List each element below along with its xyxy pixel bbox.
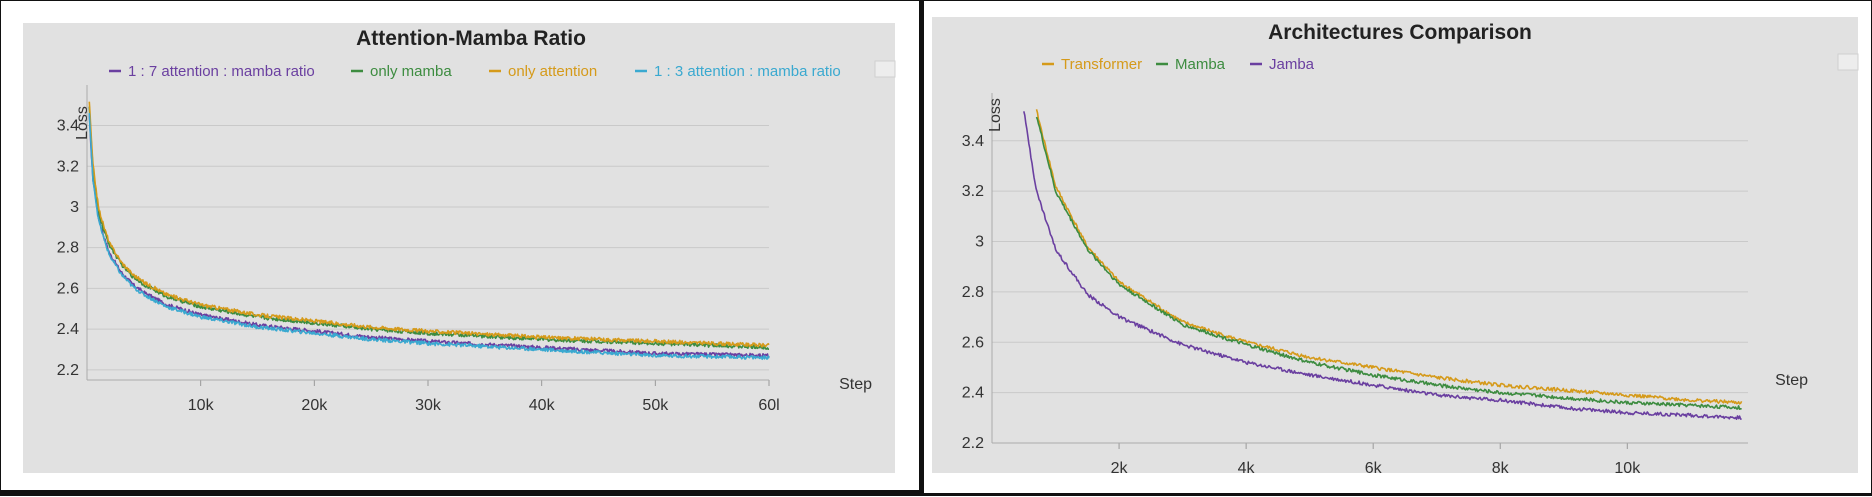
legend-entry-1-7-attention-mamba-ratio: 1 : 7 attention : mamba ratio — [128, 63, 315, 80]
x-tick-label: 6k — [1365, 460, 1383, 477]
chart-svg-attention-mamba-ratio: 2.2 2.4 2.6 2.8 3 3.2 3.4 10k 20k 30k 40k 50k 60l Att… — [23, 23, 896, 473]
x-tick-label: 60l — [758, 397, 779, 414]
y-tick-label: 2.6 — [962, 334, 984, 351]
legend-entry-mamba: Mamba — [1175, 56, 1226, 73]
legend-entry-only-attention: only attention — [508, 63, 597, 80]
chart-panel-architectures-comparison: 2.2 2.4 2.6 2.8 3 3.2 3.4 2k 4k 6k 8k 10k Architectu… — [920, 0, 1872, 496]
x-tick-label: 2k — [1111, 460, 1129, 477]
y-tick-label: 2.2 — [57, 362, 79, 379]
x-tick-label: 30k — [415, 397, 442, 414]
y-tick-label: 2.4 — [57, 321, 79, 338]
series-line-jamba — [1023, 111, 1742, 420]
series-line-only-attention — [88, 101, 770, 348]
y-tick-label: 3 — [70, 199, 79, 216]
y-tick-label: 2.8 — [57, 240, 79, 257]
x-tick-label: 4k — [1238, 460, 1256, 477]
x-tick-label: 10k — [1614, 460, 1641, 477]
x-tick-label: 8k — [1492, 460, 1510, 477]
legend-scroll-handle — [1837, 53, 1859, 71]
legend-entry-1-3-attention-mamba-ratio: 1 : 3 attention : mamba ratio — [654, 63, 841, 80]
y-tick-label: 3.4 — [57, 118, 79, 135]
legend-entry-only-mamba: only mamba — [370, 63, 452, 80]
legend-entry-transformer: Transformer — [1061, 56, 1142, 73]
series-line-mamba — [1035, 116, 1742, 410]
y-tick-label: 3 — [975, 234, 984, 251]
legend-entry-jamba: Jamba — [1269, 56, 1315, 73]
chart-title: Architectures Comparison — [1268, 21, 1532, 44]
x-tick-label: 10k — [188, 397, 215, 414]
y-tick-label: 3.4 — [962, 133, 984, 150]
x-axis-label: Step — [839, 376, 872, 393]
y-tick-label: 2.6 — [57, 280, 79, 297]
x-axis-label: Step — [1775, 372, 1808, 389]
chart-svg-architectures-comparison: 2.2 2.4 2.6 2.8 3 3.2 3.4 2k 4k 6k 8k 10k Architectu… — [932, 17, 1859, 477]
y-axis-label: Loss — [987, 98, 1004, 132]
x-tick-label: 20k — [301, 397, 328, 414]
x-tick-label: 40k — [529, 397, 556, 414]
chart-title: Attention-Mamba Ratio — [356, 27, 586, 50]
series-line-1-3-attention-mamba-ratio — [88, 113, 770, 361]
y-axis-label: Loss — [74, 106, 91, 140]
legend-scroll-handle — [874, 60, 896, 78]
chart-background — [932, 17, 1858, 473]
y-tick-label: 3.2 — [962, 183, 984, 200]
y-tick-label: 2.2 — [962, 435, 984, 452]
y-tick-label: 2.4 — [962, 385, 984, 402]
x-tick-label: 50k — [642, 397, 669, 414]
y-tick-label: 2.8 — [962, 284, 984, 301]
chart-panel-attention-mamba-ratio: 2.2 2.4 2.6 2.8 3 3.2 3.4 10k 20k 30k 40k 50k 60l Att… — [0, 0, 920, 496]
y-tick-label: 3.2 — [57, 158, 79, 175]
series-line-transformer — [1035, 109, 1743, 405]
